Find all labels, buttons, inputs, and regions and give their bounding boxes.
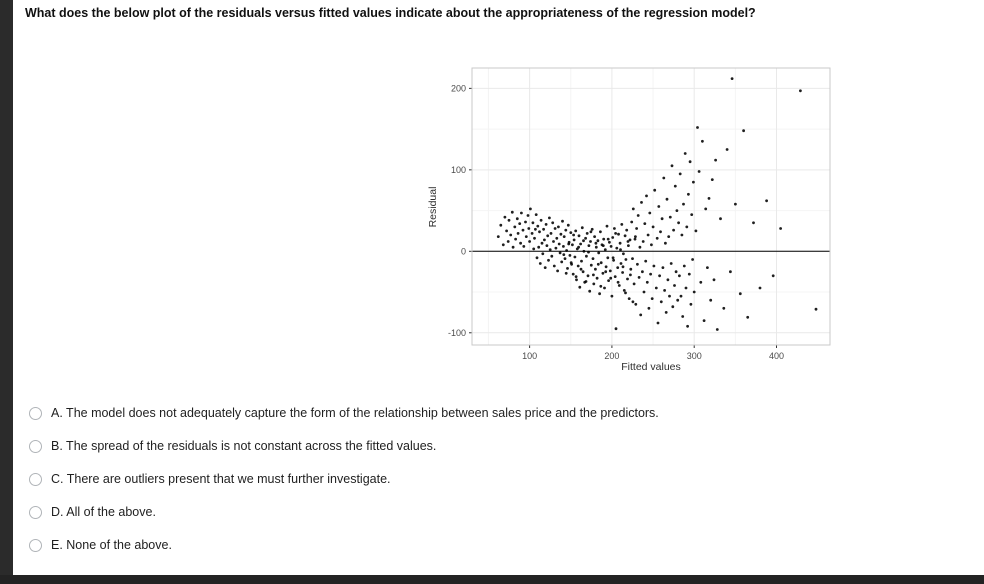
option-b-label: B. The spread of the residuals is not co… [51,439,437,453]
x-axis-label: Fitted values [621,361,681,373]
x-tick-label: 200 [604,351,619,361]
option-d[interactable]: D. All of the above. [29,503,659,522]
scatter-points [496,77,818,331]
option-a-label: A. The model does not adequately capture… [51,406,659,420]
option-d-label: D. All of the above. [51,505,156,519]
question-text: What does the below plot of the residual… [25,6,756,20]
y-tick-label: 0 [461,246,466,256]
bottom-edge-bar [0,575,984,584]
plot-panel-border [471,67,831,346]
option-a-radio[interactable] [29,407,42,420]
y-tick-label: -100 [448,328,466,338]
y-axis-label: Residual [427,186,439,228]
option-c-label: C. There are outliers present that we mu… [51,472,391,486]
x-tick-label: 300 [687,351,702,361]
option-e-label: E. None of the above. [51,538,172,552]
y-tick-label: 100 [451,165,466,175]
option-c[interactable]: C. There are outliers present that we mu… [29,470,659,489]
option-c-radio[interactable] [29,473,42,486]
option-a[interactable]: A. The model does not adequately capture… [29,404,659,423]
option-e-radio[interactable] [29,539,42,552]
answer-options: A. The model does not adequately capture… [29,404,659,555]
residuals-vs-fitted-chart: -100 0 100 200 100 200 300 400 Residual Fitted … [420,60,840,385]
x-tick-label: 100 [522,351,537,361]
x-tick-label: 400 [769,351,784,361]
option-e[interactable]: E. None of the above. [29,536,659,555]
left-edge-bar [0,0,13,584]
option-b[interactable]: B. The spread of the residuals is not co… [29,437,659,456]
option-b-radio[interactable] [29,440,42,453]
y-tick-label: 200 [451,83,466,93]
residual-plot-svg: -100 0 100 200 100 200 300 400 [448,67,831,361]
option-d-radio[interactable] [29,506,42,519]
